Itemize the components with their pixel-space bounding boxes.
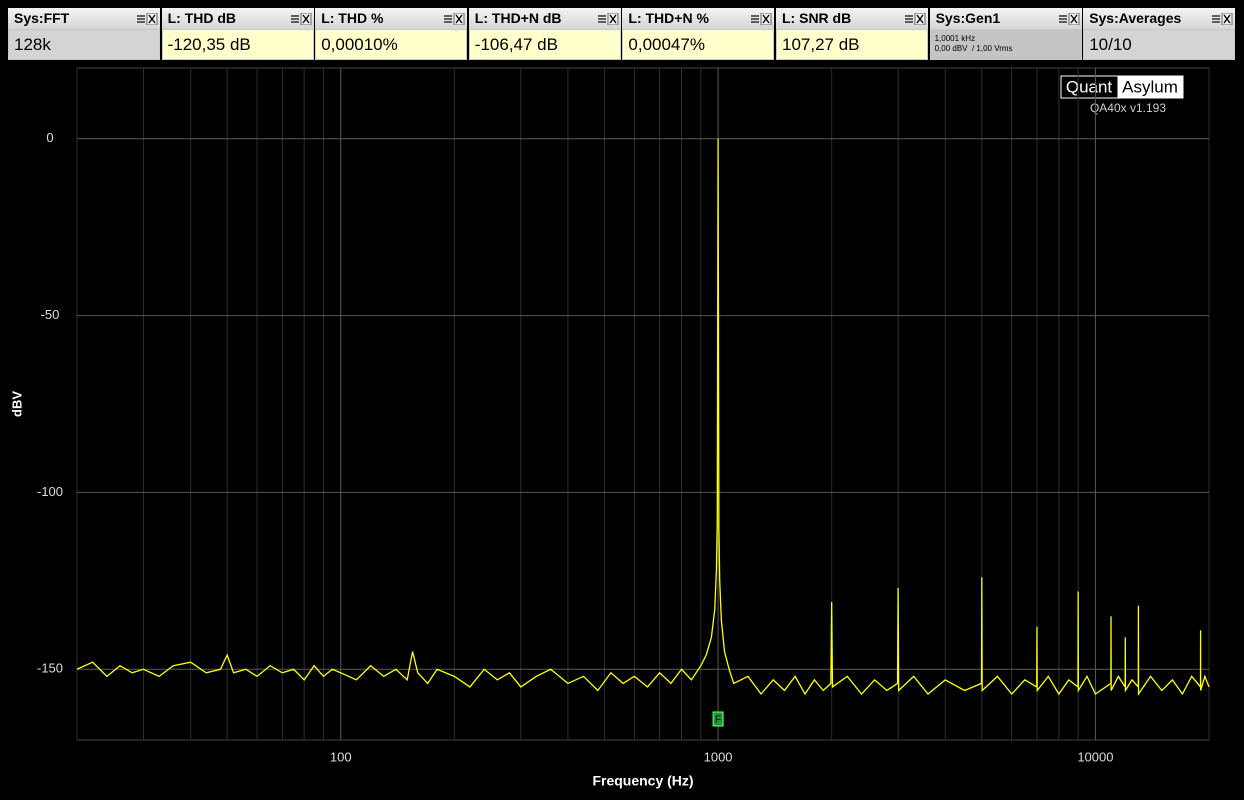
- widget-value: 0,00010%: [316, 30, 467, 59]
- y-tick-label: -150: [37, 661, 63, 676]
- close-x: [1223, 14, 1231, 24]
- widget-value: 1,0001 kHz 0,00 dBV / 1,00 Vrms: [930, 30, 1081, 59]
- logo-right: Asylum: [1122, 77, 1178, 96]
- widget: Sys:Averages 10/10: [1083, 8, 1236, 60]
- widget: L: THD+N % 0,00047%: [622, 8, 775, 60]
- close-x: [1070, 14, 1078, 24]
- spectrum-trace: [76, 138, 1210, 697]
- x-tick-label: 100: [330, 749, 352, 764]
- widget-title: L: THD+N dB: [468, 8, 621, 29]
- widget-controls: [137, 13, 158, 25]
- x-tick-label: 1000: [704, 749, 733, 764]
- y-tick-label: -50: [41, 307, 60, 322]
- widget-controls: [290, 13, 312, 25]
- widget-value: 107,27 dB: [777, 30, 927, 59]
- widget-value: -120,35 dB: [162, 30, 313, 59]
- close-x: [916, 14, 924, 24]
- close-x: [302, 14, 310, 24]
- close-x: [762, 14, 770, 24]
- close-x: [609, 14, 617, 24]
- version: QA40x v1.193: [1090, 101, 1166, 115]
- x-tick-label: 10000: [1077, 749, 1113, 764]
- plot-area: [76, 67, 1210, 741]
- widget-title: L: THD+N %: [622, 8, 775, 29]
- widget-controls: [905, 13, 926, 25]
- widget-controls: [751, 13, 772, 25]
- widget-title: Sys:Averages: [1083, 8, 1236, 29]
- widget-title: L: SNR dB: [776, 8, 928, 29]
- close-button[interactable]: [914, 13, 926, 25]
- widget: L: THD dB -120,35 dB: [161, 8, 314, 60]
- close-button[interactable]: [453, 13, 465, 25]
- marker: [712, 711, 724, 727]
- x-axis-label: Frequency (Hz): [592, 773, 693, 789]
- widget-controls: [444, 13, 465, 25]
- close-button[interactable]: [146, 13, 158, 25]
- y-tick-label: 0: [46, 130, 53, 145]
- widget: Sys:FFT 128k: [8, 8, 160, 60]
- close-button[interactable]: [760, 13, 772, 25]
- close-button[interactable]: [300, 13, 312, 25]
- widget-title: Sys:FFT: [8, 8, 160, 29]
- widget-value: -106,47 dB: [469, 30, 620, 59]
- y-axis-label: dBV: [9, 391, 24, 417]
- widget-value: 0,00047%: [623, 30, 774, 59]
- widget-value: 128k: [9, 30, 159, 59]
- widget-value-line: 1,0001 kHz: [934, 34, 976, 43]
- widget: L: THD % 0,00010%: [315, 8, 468, 60]
- widget: L: THD+N dB -106,47 dB: [468, 8, 621, 60]
- close-x: [455, 14, 463, 24]
- widget-value: 10/10: [1084, 30, 1235, 59]
- marker-label: F: [715, 715, 721, 726]
- widget: L: SNR dB 107,27 dB: [776, 8, 928, 60]
- widget-title: L: THD dB: [161, 8, 314, 29]
- close-button[interactable]: [1221, 13, 1233, 25]
- y-tick-label: -100: [37, 484, 63, 499]
- logo-right-box: [1117, 75, 1184, 99]
- widget-value-line: 0,00 dBV / 1,00 Vrms: [934, 44, 1013, 53]
- logo-left: Quant: [1066, 77, 1113, 96]
- widget-controls: [1212, 13, 1233, 25]
- close-x: [148, 14, 156, 24]
- widget-title: L: THD %: [315, 8, 468, 29]
- widget-title: Sys:Gen1: [929, 8, 1082, 29]
- widget-controls: [1058, 13, 1080, 25]
- widget: Sys:Gen1 1,0001 kHz 0,00 dBV / 1,00 Vrms: [929, 8, 1082, 60]
- close-button[interactable]: [607, 13, 619, 25]
- widget-controls: [597, 13, 619, 25]
- close-button[interactable]: [1068, 13, 1080, 25]
